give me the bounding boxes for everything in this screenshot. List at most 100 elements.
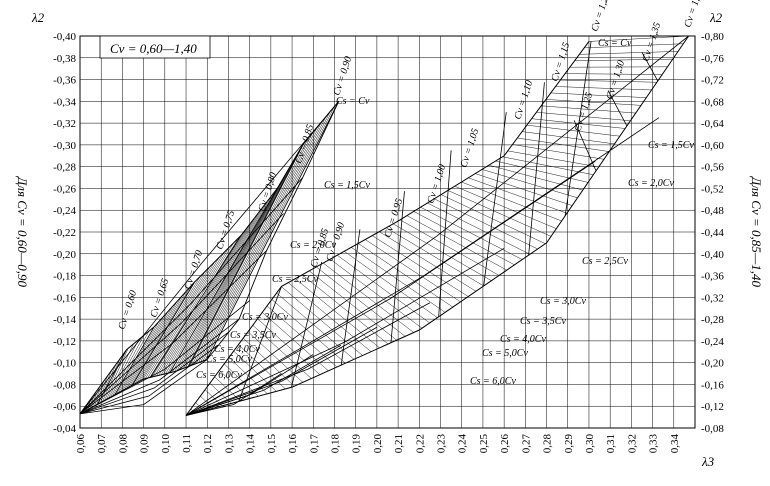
x-tick-label: 0,23 [436,434,448,454]
y-left-tick-label: -0,12 [53,336,76,348]
hatch-line [461,181,562,222]
cs-curve [79,359,208,415]
x-tick-label: 0,15 [266,434,278,454]
hatch-line [176,178,284,371]
y-right-tick-label: -0,40 [701,249,724,261]
x-tick-label: 0,17 [308,434,320,454]
cs-curve [79,300,250,415]
hatch-line [124,301,178,390]
hatch-line [140,261,215,381]
hatch-line [102,353,125,402]
cv-line-2 [641,52,659,82]
x-tick-label: 0,14 [245,434,257,454]
hatch-line [87,391,97,410]
hatch-line [555,86,652,91]
y-right-tick-label: -0,80 [701,31,724,43]
y-left-tick-label: -0,24 [53,205,76,217]
hatch-line [379,231,477,292]
y-left-tick-label: -0,16 [53,292,76,304]
hatch-line [202,111,331,362]
curve-label: Cs = 4,0Cv [214,344,260,355]
hatch-line [358,243,453,308]
hatch-line [196,127,318,364]
cv-line [188,144,304,367]
hatch-line [386,227,484,287]
y-right-tick-label: -0,52 [701,183,724,195]
curve-label: Cv = 1,15 [549,41,572,83]
cs-curve-2 [185,35,689,416]
cs-curve-2 [185,373,282,416]
hatch-line [344,251,438,318]
hatch-line [163,211,260,375]
curve-label: Cs = 2,0Cv [628,178,674,189]
x-tick-label: 0,25 [478,434,490,454]
hatch-line [138,266,210,382]
x-tick-label: 0,29 [563,434,575,454]
y-right-tick-label: -0,12 [701,401,724,413]
hatch-line [198,122,322,363]
hatch-line [541,105,636,114]
curve-label: Cs = 2,5Cv [272,274,318,285]
curve-label: Cs = 2,5Cv [582,256,628,267]
y-right-tick-label: -0,44 [701,227,724,239]
cv-line-2 [291,261,323,388]
x-tick-label: 0,20 [372,434,384,454]
curve-label: Cs = Cv [598,38,632,49]
y-right-tick-label: -0,72 [701,75,724,87]
hatch-line [92,380,105,408]
x-tick-label: 0,16 [287,434,299,454]
hatch-line [158,221,252,376]
hatch-line [337,255,430,324]
curve-label: Cs = 1,5Cv [324,180,370,191]
hatch-line [475,173,573,206]
cs-curve [79,177,303,415]
y-left-tick-label: -0,14 [53,314,76,326]
hatch-line [588,35,689,42]
hatch-line [134,276,201,384]
curve-label: Cv = 1,25 [572,91,595,133]
y-right-tick-label: -0,64 [701,118,724,130]
hatch-line [243,337,295,387]
hatch-line [281,286,363,356]
hatch-line [579,51,679,55]
hatch-line [147,247,230,379]
hatch-line [351,247,446,313]
x-tick-label: 0,22 [414,434,426,453]
hatch-line [420,207,523,260]
curve-label: Cs = 5,0Cv [206,354,252,365]
y-right-tick-label: -0,16 [701,379,724,391]
hatch-line [120,311,169,392]
y-right-tick-label: -0,20 [701,358,724,370]
cv-line-2 [340,229,361,366]
cs-curve-2 [185,354,314,416]
hatch-line [536,112,631,121]
x-tick-label: 0,12 [202,434,214,453]
hatch-line [98,364,117,404]
y-right-tick-label: -0,56 [701,162,724,174]
cs-curve-2 [185,160,596,416]
y-right-axis-label: λ2 [709,10,723,25]
hatch-line [185,154,298,368]
curve-label: Cs = 3,0Cv [242,312,288,323]
hatch-line [545,99,642,106]
hatch-line [106,343,134,400]
hatch-line [94,375,109,407]
curve-label: Cv = 0,85 [293,123,316,165]
y-right-tick-label: -0,28 [701,314,724,326]
hatch-line [288,282,372,352]
hatch-line [108,339,139,399]
hatch-line [180,166,291,370]
hatch-line [276,292,355,360]
y-left-tick-label: -0,26 [53,183,76,195]
y-right-tick-label: -0,32 [701,292,724,304]
y-right-tick-label: -0,68 [701,96,724,108]
cs-curve [79,101,340,415]
curve-label: Cv = 0,75 [214,209,237,251]
cs-curve-2 [185,326,378,416]
hatch-line [114,326,155,396]
hatch-line [89,386,101,409]
x-tick-label: 0,30 [584,434,596,454]
hatch-line [330,258,423,329]
hatch-line [550,92,647,98]
y-right-tick-label: -0,08 [701,423,724,435]
